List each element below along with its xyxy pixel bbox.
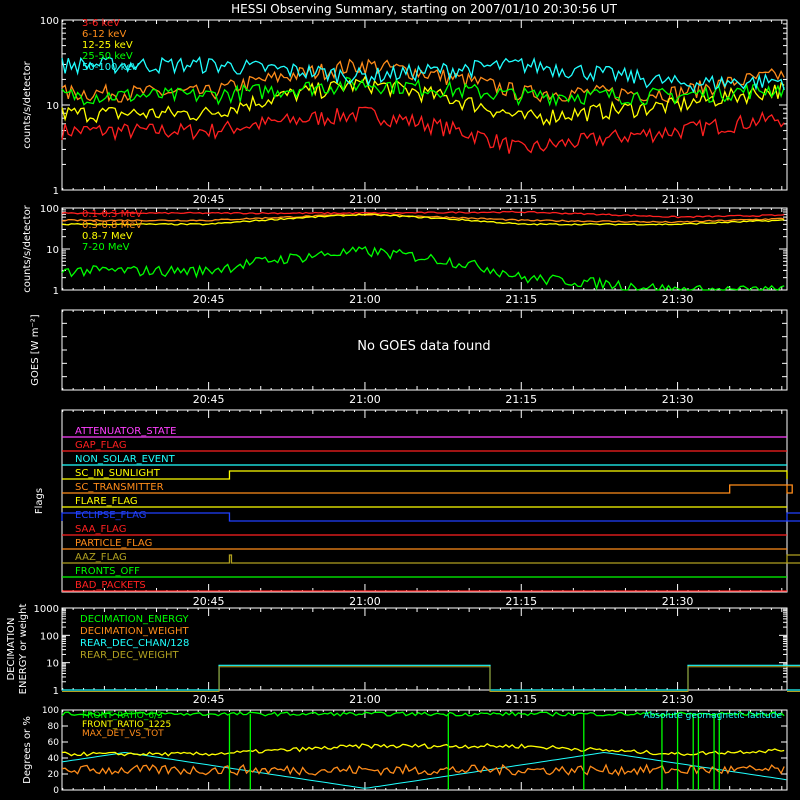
legend-entry: FRONT_RATIO_1225	[82, 720, 171, 730]
y-tick-label: 1	[53, 186, 59, 197]
y-axis-label: counts/s/detector	[22, 60, 33, 148]
no-data-message: No GOES data found	[357, 339, 490, 354]
series-line-0-1-0-3-mev	[61, 210, 785, 219]
x-tick-label: 21:15	[505, 393, 537, 406]
legend-entry: 3-6 keV	[82, 18, 120, 29]
flag-label: AAZ_FLAG	[75, 552, 127, 563]
flag-line-sc-transmitter	[62, 484, 793, 494]
x-tick-label: 21:15	[505, 293, 537, 306]
x-tick-label: 21:00	[349, 393, 381, 406]
x-tick-label: 21:15	[505, 595, 537, 608]
flag-label: SC_TRANSMITTER	[75, 482, 164, 493]
plot-frame	[61, 709, 788, 791]
y-axis-label: GOES [W m⁻²]	[30, 314, 41, 385]
x-tick-label: 21:30	[662, 693, 694, 706]
legend-entry: REAR_DEC_CHAN/128	[80, 638, 189, 649]
series-line-50-100-kev	[61, 56, 785, 94]
x-tick-label: 21:00	[349, 693, 381, 706]
x-tick-label: 21:00	[349, 293, 381, 306]
x-tick-label: 21:30	[662, 293, 694, 306]
y-axis-label: Flags	[34, 488, 45, 514]
legend-entry: DECIMATION_WEIGHT	[80, 626, 189, 637]
flag-label: ATTENUATOR_STATE	[75, 426, 176, 437]
flag-label: SC_IN_SUNLIGHT	[75, 468, 161, 479]
legend-entry: 50-100 keV	[82, 62, 139, 73]
y-tick-label: 100	[40, 16, 59, 27]
y-tick-label: 100	[42, 706, 59, 716]
plot-frame	[61, 607, 788, 691]
x-tick-label: 21:00	[349, 595, 381, 608]
legend-entry: 7-20 MeV	[82, 242, 130, 253]
y-tick-label: 1	[53, 686, 59, 697]
flag-label: FLARE_FLAG	[75, 496, 138, 507]
y-axis-label: DECIMATION	[6, 617, 17, 680]
legend-entry: DECIMATION_ENERGY	[80, 614, 189, 625]
x-tick-label: 21:00	[349, 193, 381, 206]
series-line-7-20-mev	[61, 245, 785, 292]
flag-label: BAD_PACKETS	[75, 580, 146, 591]
y-axis-label: counts/s/detector	[22, 204, 33, 292]
y-tick-label: 1	[53, 286, 59, 297]
x-tick-label: 20:45	[193, 693, 225, 706]
series-line-front-ratio-1225	[61, 742, 785, 757]
x-tick-label: 21:30	[662, 393, 694, 406]
x-tick-label: 20:45	[193, 393, 225, 406]
x-tick-label: 21:30	[662, 193, 694, 206]
x-tick-label: 20:45	[193, 293, 225, 306]
y-tick-label: 1000	[34, 604, 59, 615]
legend-entry: FRONT_RATIO_6/3	[82, 711, 163, 721]
x-tick-label: 20:45	[193, 193, 225, 206]
flag-label: PARTICLE_FLAG	[75, 538, 152, 549]
x-tick-label: 20:45	[193, 595, 225, 608]
y-tick-label: 60	[48, 738, 60, 748]
x-tick-label: 21:30	[662, 595, 694, 608]
plot-frame	[61, 19, 788, 191]
y-tick-label: 100	[40, 631, 59, 642]
legend-entry: Absolute geomagnetic latitude	[643, 711, 782, 721]
flag-line-aaz-flag	[62, 554, 800, 564]
legend-entry: 0.3-0.8 MeV	[82, 220, 142, 231]
flag-label: SAA_FLAG	[75, 524, 126, 535]
series-line-max-det-vs-tot	[61, 763, 785, 777]
series-line-rear-dec-weight	[62, 666, 800, 692]
flag-line-sc-in-sunlight	[62, 470, 788, 480]
legend-entry: 12-25 keV	[82, 40, 133, 51]
series-line-geomagnetic-latitude	[61, 751, 787, 789]
flag-line-eclipse-flag	[61, 512, 800, 522]
y-tick-label: 10	[46, 659, 59, 670]
flag-label: FRONTS_OFF	[75, 566, 140, 577]
flag-label: GAP_FLAG	[75, 440, 127, 451]
chart-title: HESSI Observing Summary, starting on 200…	[231, 2, 617, 16]
x-tick-label: 21:15	[505, 693, 537, 706]
y-tick-label: 10	[46, 101, 59, 112]
y-axis-label: Degrees or %	[22, 716, 33, 784]
y-tick-label: 0	[53, 786, 59, 796]
series-line-0-8-7-mev	[61, 213, 785, 226]
x-tick-label: 21:15	[505, 193, 537, 206]
y-tick-label: 40	[48, 754, 60, 764]
y-tick-label: 20	[48, 770, 60, 780]
legend-entry: 0.1-0.3 MeV	[82, 209, 142, 220]
series-line-3-6-kev	[61, 106, 785, 154]
legend-entry: 25-50 keV	[82, 51, 133, 62]
flag-label: ECLIPSE_FLAG	[75, 510, 146, 521]
y-axis-label: ENERGY or weight	[18, 604, 29, 695]
flag-label: NON_SOLAR_EVENT	[75, 454, 176, 465]
legend-entry: REAR_DEC_WEIGHT	[80, 650, 179, 661]
y-tick-label: 10	[46, 245, 59, 256]
legend-entry: 6-12 keV	[82, 29, 126, 40]
series-line-0-3-0-8-mev	[61, 213, 785, 224]
y-tick-label: 100	[40, 204, 59, 215]
y-tick-label: 80	[48, 722, 60, 732]
series-line-front-ratio-6-3	[61, 711, 785, 717]
series-line-25-50-kev	[61, 76, 785, 107]
series-line-rear-dec-chan	[62, 664, 800, 691]
plot-frame	[61, 409, 788, 593]
legend-entry: 0.8-7 MeV	[82, 231, 133, 242]
legend-entry: MAX_DET_VS_TOT	[82, 729, 164, 739]
